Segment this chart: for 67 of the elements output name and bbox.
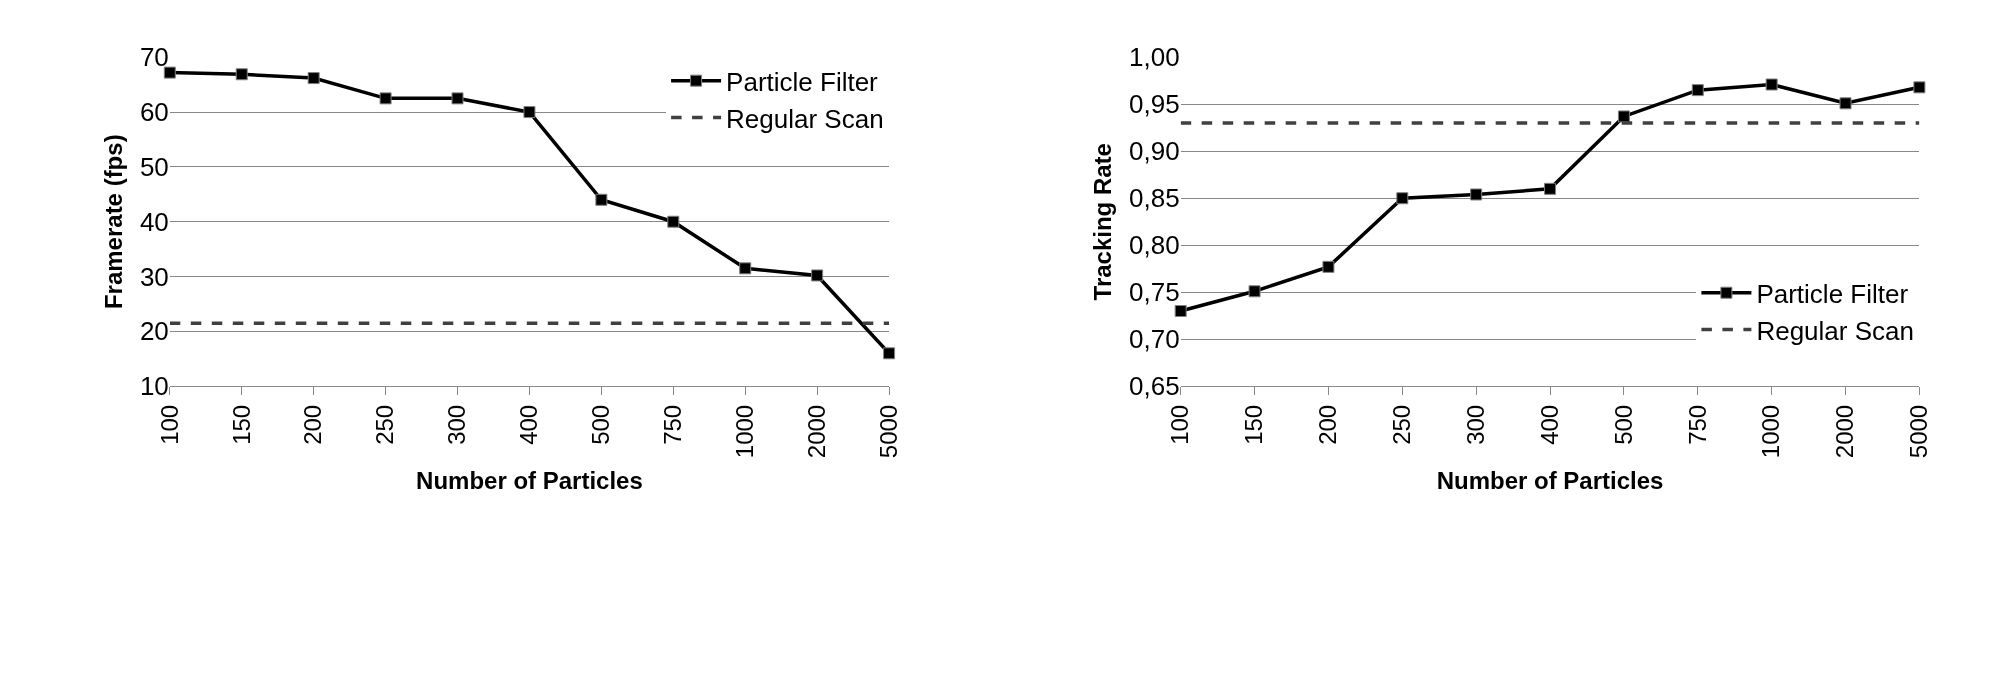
point [1765, 78, 1778, 91]
x-tick-label: 100 [1166, 404, 1194, 445]
y-tick-label: 20 [139, 316, 169, 347]
x-tick-label: 2000 [1831, 404, 1859, 459]
legend-label: Regular Scan [726, 103, 884, 134]
legend-label: Particle Filter [1756, 278, 1909, 309]
x-tick-label: 100 [155, 404, 183, 445]
y-tick-label: 0,90 [1129, 136, 1180, 167]
x-tick-label: 150 [227, 404, 255, 445]
x-tick-label: 500 [587, 404, 615, 445]
point [1691, 84, 1704, 97]
y-tick-label: 60 [139, 97, 169, 128]
x-tick-label: 200 [299, 404, 327, 445]
point [451, 92, 464, 105]
y-tick-label: 0,80 [1129, 230, 1180, 261]
point [1174, 305, 1187, 318]
point [379, 92, 392, 105]
point [883, 347, 896, 360]
x-tick-label: 5000 [874, 404, 902, 459]
y-tick-label: 0,65 [1129, 371, 1180, 402]
y-tick-label: 30 [139, 261, 169, 292]
x-tick-label: 150 [1240, 404, 1268, 445]
x-tick-label: 250 [1388, 404, 1416, 445]
y-tick-label: 40 [139, 206, 169, 237]
x-tick-label: 400 [1535, 404, 1563, 445]
x-tick-label: 750 [659, 404, 687, 445]
point [595, 193, 608, 206]
y-tick-label: 10 [139, 371, 169, 402]
point [1913, 81, 1926, 94]
y-tick-label: 0,85 [1129, 183, 1180, 214]
point [1839, 97, 1852, 110]
point [1617, 110, 1630, 123]
point [667, 215, 680, 228]
point [1322, 260, 1335, 273]
y-tick-label: 50 [139, 152, 169, 182]
legend-label: Particle Filter [726, 66, 879, 97]
y-axis-title: Tracking Rate [1089, 143, 1117, 301]
x-tick-label: 750 [1683, 404, 1711, 445]
point [523, 106, 536, 119]
y-tick-label: 0,75 [1129, 277, 1180, 308]
y-tick-label: 0,95 [1129, 89, 1180, 120]
point [1544, 182, 1557, 195]
y-tick-label: 70 [139, 42, 169, 73]
point [307, 72, 320, 85]
point [811, 269, 824, 282]
x-tick-label: 300 [1461, 404, 1489, 445]
x-tick-label: 2000 [802, 404, 830, 459]
x-tick-label: 250 [371, 404, 399, 445]
point [1470, 188, 1483, 201]
point [1248, 285, 1261, 298]
x-tick-label: 1000 [1757, 404, 1785, 459]
point [1396, 192, 1409, 205]
y-axis-title: Framerate (fps) [99, 134, 127, 310]
x-tick-label: 5000 [1905, 404, 1933, 459]
point [163, 66, 176, 79]
x-tick-label: 500 [1609, 404, 1637, 445]
y-tick-label: 1,00 [1129, 42, 1180, 73]
legend-label: Regular Scan [1756, 315, 1914, 346]
x-axis-title: Number of Particles [416, 467, 643, 495]
x-tick-label: 1000 [731, 404, 759, 459]
x-tick-label: 400 [515, 404, 543, 445]
y-tick-label: 0,70 [1129, 324, 1180, 355]
point [235, 68, 248, 81]
x-tick-label: 300 [443, 404, 471, 445]
point [739, 262, 752, 275]
x-axis-title: Number of Particles [1436, 467, 1664, 495]
x-tick-label: 200 [1314, 404, 1342, 445]
